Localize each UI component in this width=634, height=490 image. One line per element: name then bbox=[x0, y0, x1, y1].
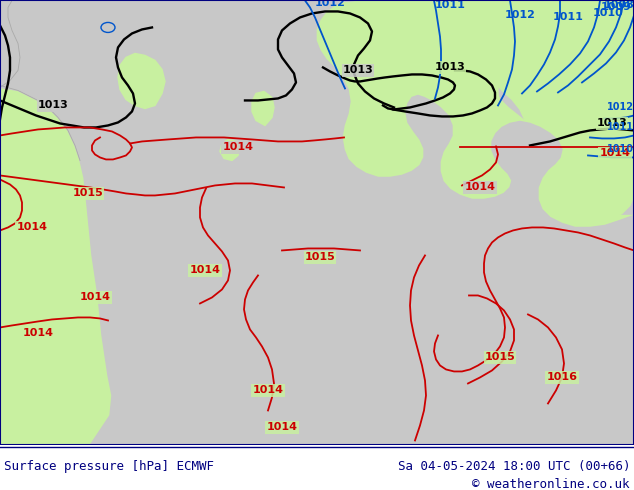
Text: 1013: 1013 bbox=[597, 119, 628, 128]
Text: 1012: 1012 bbox=[607, 102, 634, 112]
Text: 1014: 1014 bbox=[22, 328, 53, 339]
Text: 1014: 1014 bbox=[190, 266, 221, 275]
Text: 1014: 1014 bbox=[252, 386, 283, 395]
Polygon shape bbox=[0, 0, 20, 87]
Text: 1012: 1012 bbox=[505, 10, 536, 21]
Polygon shape bbox=[260, 318, 290, 350]
Polygon shape bbox=[238, 0, 405, 192]
Text: Surface pressure [hPa] ECMWF: Surface pressure [hPa] ECMWF bbox=[4, 460, 214, 473]
Text: Sa 04-05-2024 18:00 UTC (00+66): Sa 04-05-2024 18:00 UTC (00+66) bbox=[398, 460, 630, 473]
Polygon shape bbox=[0, 0, 634, 445]
Text: 1016: 1016 bbox=[547, 372, 578, 383]
Polygon shape bbox=[356, 0, 525, 196]
Text: 1011: 1011 bbox=[553, 12, 583, 23]
Text: 1011: 1011 bbox=[607, 122, 634, 132]
Polygon shape bbox=[118, 87, 162, 150]
Text: 1014: 1014 bbox=[223, 143, 254, 152]
Polygon shape bbox=[165, 123, 184, 150]
Bar bbox=[0, 216, 634, 445]
Text: © weatheronline.co.uk: © weatheronline.co.uk bbox=[472, 478, 630, 490]
Text: 1014: 1014 bbox=[600, 148, 630, 158]
Text: 1009: 1009 bbox=[601, 2, 632, 12]
Polygon shape bbox=[138, 85, 165, 125]
Text: 1010: 1010 bbox=[593, 8, 623, 19]
Polygon shape bbox=[488, 0, 634, 225]
Polygon shape bbox=[0, 0, 158, 191]
Text: 1013: 1013 bbox=[38, 100, 68, 110]
Text: 1015: 1015 bbox=[73, 189, 103, 198]
Polygon shape bbox=[0, 0, 112, 445]
Polygon shape bbox=[154, 131, 175, 160]
Text: 1014: 1014 bbox=[465, 182, 496, 193]
Text: 1014: 1014 bbox=[79, 293, 110, 302]
Polygon shape bbox=[452, 305, 508, 366]
Polygon shape bbox=[118, 53, 165, 108]
Polygon shape bbox=[82, 31, 152, 179]
Text: 1015: 1015 bbox=[484, 352, 515, 363]
Text: 1013: 1013 bbox=[342, 66, 373, 75]
Text: 1013: 1013 bbox=[435, 62, 465, 73]
Text: 1014: 1014 bbox=[266, 422, 297, 433]
Text: 1008: 1008 bbox=[603, 0, 634, 10]
Polygon shape bbox=[0, 0, 634, 445]
Polygon shape bbox=[132, 0, 280, 196]
Polygon shape bbox=[220, 140, 240, 160]
Text: 1012: 1012 bbox=[314, 0, 346, 8]
Text: 1010: 1010 bbox=[607, 145, 634, 154]
Polygon shape bbox=[148, 72, 172, 105]
Polygon shape bbox=[252, 92, 274, 125]
Text: 1011: 1011 bbox=[434, 0, 465, 10]
Text: 1015: 1015 bbox=[304, 252, 335, 263]
Text: 1014: 1014 bbox=[16, 222, 48, 232]
